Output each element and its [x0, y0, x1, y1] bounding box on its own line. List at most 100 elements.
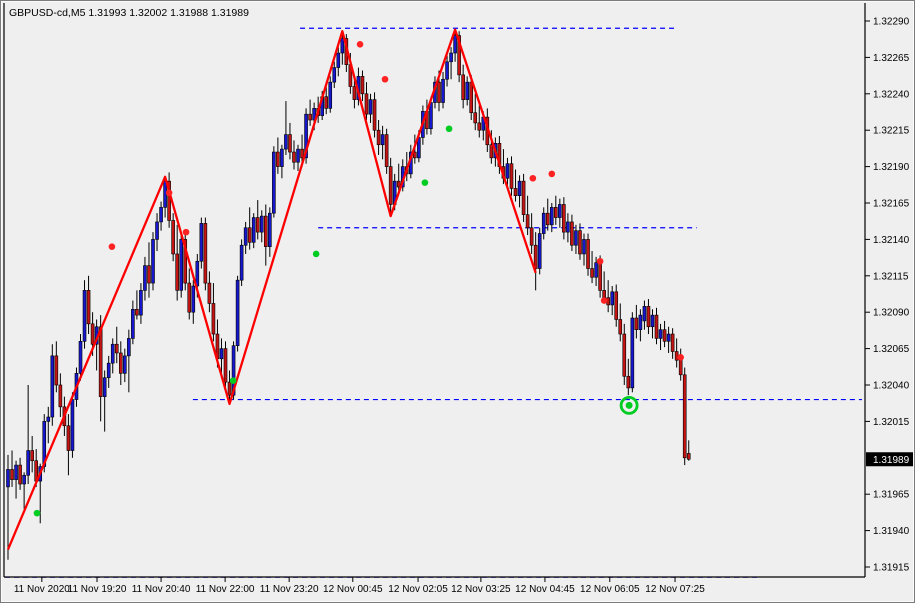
candle-body	[674, 351, 679, 361]
candle-body	[259, 215, 264, 233]
candle-body	[195, 260, 200, 287]
time-tick-label: 12 Nov 04:45	[515, 584, 575, 595]
chart-title: GBPUSD-cd,M5 1.31993 1.32002 1.31988 1.3…	[9, 7, 249, 19]
candle-body	[566, 221, 570, 233]
sell-signal-dot	[182, 228, 190, 236]
candle-body	[634, 317, 639, 330]
candle-body	[658, 329, 663, 339]
sell-signal-dot	[677, 354, 684, 361]
buy-signal-dot	[229, 377, 237, 384]
time-tick-label: 12 Nov 00:45	[323, 584, 383, 595]
candle-body	[562, 204, 566, 233]
candle-body	[50, 355, 55, 418]
candle-body	[18, 464, 22, 485]
candle-body	[14, 464, 18, 480]
candle-body	[364, 93, 369, 115]
time-tick-label: 11 Nov 20:40	[132, 584, 191, 595]
candle-body	[368, 99, 373, 115]
candle-body	[666, 333, 671, 342]
candle-body	[26, 450, 30, 476]
candle-body	[147, 265, 151, 284]
candle-body	[396, 180, 401, 188]
candle-body	[541, 212, 546, 234]
price-tick-label: 1.32165	[873, 199, 910, 210]
candle-body	[622, 333, 627, 377]
candle-body	[6, 469, 10, 488]
candle-body	[300, 148, 304, 159]
price-tick-label: 1.31940	[873, 526, 910, 537]
candle-body	[441, 78, 445, 103]
candle-body	[670, 333, 675, 352]
candle-body	[131, 308, 135, 339]
candle-body	[437, 81, 441, 103]
candle-body	[602, 290, 606, 298]
candle-body	[251, 217, 256, 243]
candle-body	[159, 207, 163, 223]
candle-body	[163, 180, 167, 208]
price-tick-label: 1.32240	[873, 89, 910, 100]
candle-body	[618, 319, 623, 335]
price-scale[interactable]: 1.32290 1.32265 1.32240 1.32215 1.32190 1.321…	[865, 17, 910, 574]
signal-dots	[33, 40, 684, 517]
candle-body	[280, 148, 284, 167]
candle-body	[191, 285, 196, 313]
price-tick-label: 1.31965	[873, 490, 910, 501]
candle-body	[521, 180, 526, 215]
candle-body	[102, 377, 107, 397]
candle-body	[380, 134, 385, 146]
candle-body	[477, 122, 482, 131]
candle-body	[30, 450, 34, 462]
candle-body	[231, 345, 236, 396]
candle-body	[187, 282, 192, 313]
candle-body	[207, 282, 212, 304]
buy-signal-dot	[312, 250, 320, 258]
candle-body	[384, 134, 389, 167]
candle-body	[686, 453, 691, 460]
candle-body	[10, 469, 14, 480]
candle-body	[324, 96, 329, 109]
buy-signal-dot	[421, 179, 429, 186]
candle-body	[388, 166, 393, 205]
price-tick-label: 1.32115	[873, 271, 909, 282]
candle-body	[66, 425, 71, 451]
candle-body	[513, 188, 518, 197]
candle-body	[372, 99, 377, 131]
candle-body	[171, 220, 175, 255]
candle-body	[549, 207, 554, 226]
candle-body	[292, 151, 296, 163]
candle-body	[143, 265, 147, 291]
candle-body	[445, 61, 449, 80]
candle-body	[288, 134, 292, 153]
candle-body	[127, 338, 131, 357]
candle-body	[489, 144, 494, 159]
candle-body	[465, 81, 469, 100]
price-tick-label: 1.32290	[873, 17, 910, 28]
candle-body	[626, 375, 631, 389]
time-tick-label: 11 Nov 19:20	[68, 584, 127, 595]
candle-body	[537, 233, 542, 269]
candle-body	[598, 262, 602, 291]
support-resistance-lines	[5, 27, 862, 578]
sell-signal-dot	[108, 243, 116, 250]
candle-body	[183, 239, 188, 284]
time-tick-label: 12 Nov 06:05	[580, 584, 640, 595]
sell-signal-dot	[529, 174, 537, 182]
candle-body	[90, 323, 95, 345]
candle-body	[545, 212, 550, 226]
price-tick-label: 1.32065	[873, 344, 910, 355]
candle-body	[328, 81, 333, 109]
sell-signal-dot	[600, 297, 608, 304]
candle-body	[453, 35, 457, 54]
candle-body	[650, 314, 655, 328]
candle-body	[114, 343, 119, 354]
candle-body	[308, 113, 312, 121]
price-tick-label: 1.32140	[873, 235, 910, 246]
candle-body	[58, 384, 63, 408]
candle-body	[574, 230, 578, 246]
time-tick-label: 11 Nov 22:00	[196, 584, 255, 595]
candle-body	[340, 38, 345, 54]
